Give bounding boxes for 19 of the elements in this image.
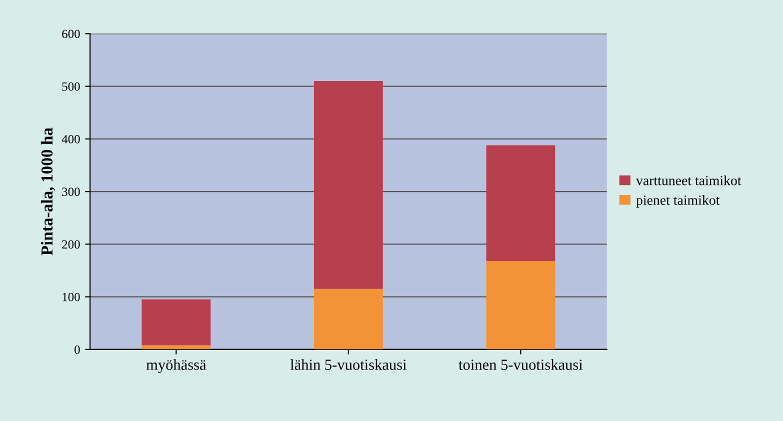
y-tick-label: 400 [62, 134, 80, 144]
bar [142, 299, 211, 346]
bar [314, 288, 383, 350]
y-axis-title: Pinta-ala, 1000 ha [40, 128, 56, 256]
legend-label: pienet taimikot [636, 195, 720, 208]
bar [486, 261, 556, 350]
y-tick-label: 0 [74, 345, 80, 354]
bar [314, 81, 383, 289]
y-tick-label: 300 [62, 188, 80, 196]
x-tick-label: lähin 5-vuotiskausi [290, 359, 406, 370]
x-tick-label: myöhässä [146, 359, 206, 374]
y-tick-label: 600 [62, 30, 80, 38]
y-tick-label: 100 [62, 292, 80, 302]
x-tick-label: toinen 5-vuotiskausi [458, 359, 583, 370]
bar [486, 145, 556, 262]
y-tick-label: 500 [62, 82, 80, 91]
y-tick-label: 200 [62, 240, 80, 249]
bar [142, 345, 211, 350]
legend-label: varttuneet taimikot [636, 175, 742, 186]
